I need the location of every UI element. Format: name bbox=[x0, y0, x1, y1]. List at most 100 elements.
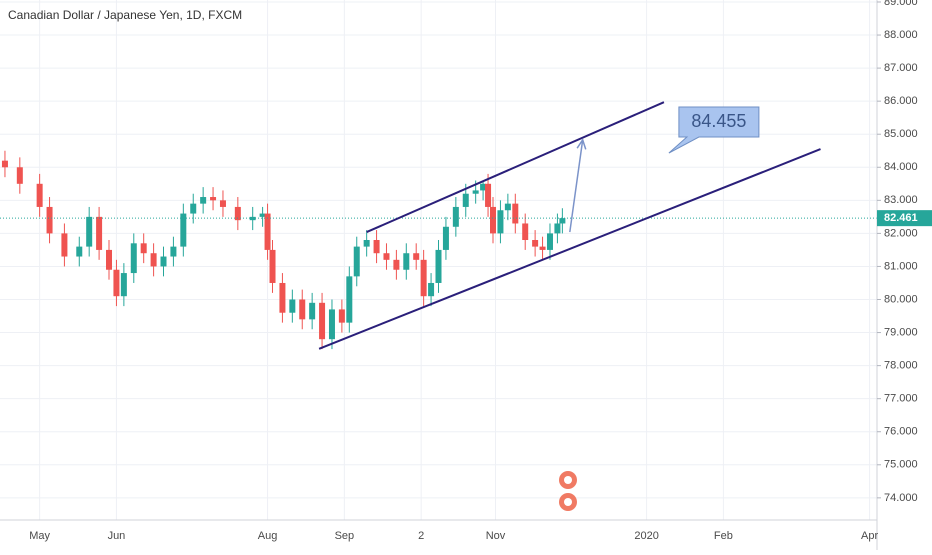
candle-body bbox=[160, 256, 167, 267]
x-tick-label: Jun bbox=[108, 530, 126, 542]
candle-body bbox=[328, 309, 335, 340]
candle-body bbox=[46, 206, 53, 234]
candle-body bbox=[512, 203, 519, 224]
candle-body bbox=[130, 243, 137, 274]
plot: 84.455 bbox=[0, 101, 877, 350]
last-price-label: 82.461 bbox=[884, 212, 918, 224]
candle-body bbox=[420, 259, 427, 297]
candle-body bbox=[462, 193, 469, 207]
candle-body bbox=[452, 206, 459, 227]
y-tick-label: 85.000 bbox=[884, 128, 918, 140]
y-tick-label: 89.000 bbox=[884, 0, 918, 8]
candle-body bbox=[170, 246, 177, 257]
candle-body bbox=[497, 210, 504, 234]
x-tick-label: Nov bbox=[486, 530, 506, 542]
x-tick-label: 2020 bbox=[634, 530, 658, 542]
y-tick-label: 75.000 bbox=[884, 459, 918, 471]
arrow bbox=[569, 139, 584, 233]
chart-title: Canadian Dollar / Japanese Yen, 1D, FXCM bbox=[8, 8, 242, 22]
candle-body bbox=[546, 233, 553, 250]
y-tick-label: 74.000 bbox=[884, 492, 918, 504]
candle-body bbox=[36, 183, 43, 207]
x-tick-label: May bbox=[29, 530, 50, 542]
logo bbox=[559, 471, 577, 511]
candle-body bbox=[86, 216, 93, 247]
candle-body bbox=[522, 223, 529, 240]
candle-body bbox=[289, 299, 296, 313]
candle-body bbox=[353, 246, 360, 277]
candle-body bbox=[234, 206, 241, 221]
trendline bbox=[318, 148, 821, 350]
candle-body bbox=[403, 253, 410, 270]
y-tick-label: 76.000 bbox=[884, 426, 918, 438]
candle-body bbox=[428, 282, 435, 297]
candle-body bbox=[480, 183, 487, 191]
y-tick-label: 86.000 bbox=[884, 95, 918, 107]
candle-body bbox=[16, 167, 23, 184]
candle-body bbox=[490, 206, 497, 234]
candle-body bbox=[269, 249, 276, 283]
candle-body bbox=[539, 246, 546, 250]
x-tick-label: Sep bbox=[335, 530, 355, 542]
candle-body bbox=[106, 249, 113, 270]
candle-body bbox=[338, 309, 345, 323]
y-tick-label: 79.000 bbox=[884, 326, 918, 338]
candle-body bbox=[279, 282, 286, 313]
y-tick-label: 87.000 bbox=[884, 62, 918, 74]
candle-body bbox=[559, 218, 566, 224]
candle-body bbox=[113, 269, 120, 297]
candle-body bbox=[485, 183, 492, 207]
y-tick-label: 80.000 bbox=[884, 293, 918, 305]
candle-body bbox=[373, 240, 380, 254]
candle-body bbox=[383, 253, 390, 260]
candle-body bbox=[346, 276, 353, 323]
y-tick-label: 83.000 bbox=[884, 194, 918, 206]
y-tick-label: 88.000 bbox=[884, 29, 918, 41]
y-tick-label: 84.000 bbox=[884, 161, 918, 173]
y-tick-label: 78.000 bbox=[884, 360, 918, 372]
logo-part bbox=[564, 498, 572, 506]
candle-body bbox=[61, 233, 68, 257]
candle-body bbox=[299, 299, 306, 320]
candle-body bbox=[472, 190, 479, 194]
y-tick-label: 81.000 bbox=[884, 260, 918, 272]
candle-body bbox=[76, 246, 83, 257]
candle-body bbox=[210, 197, 217, 201]
x-tick-label: Apr bbox=[861, 530, 878, 542]
candle-body bbox=[140, 243, 147, 254]
callout-box bbox=[668, 106, 760, 154]
candle-body bbox=[150, 253, 157, 267]
last-price-tag bbox=[877, 210, 932, 227]
candle-body bbox=[532, 240, 539, 247]
x-tick-label: Aug bbox=[258, 530, 278, 542]
arrow-head bbox=[576, 138, 587, 150]
y-tick-label: 82.000 bbox=[884, 227, 918, 239]
candle-body bbox=[180, 213, 187, 247]
candle-body bbox=[219, 200, 226, 207]
candle-body bbox=[393, 259, 400, 270]
candle-body bbox=[504, 203, 511, 211]
candle-body bbox=[259, 213, 266, 217]
candle-body bbox=[200, 197, 207, 204]
candle-body bbox=[190, 203, 197, 214]
candle-body bbox=[309, 302, 316, 320]
candle-body bbox=[554, 223, 561, 234]
x-tick-label: Feb bbox=[714, 530, 733, 542]
callout-label: 84.455 bbox=[691, 111, 746, 131]
candle-body bbox=[363, 240, 370, 247]
axes: 74.000 75.000 76.000 77.000 78.000 79.000 80.0… bbox=[29, 0, 932, 542]
x-tick-label: 2 bbox=[418, 530, 424, 542]
candle-body bbox=[120, 273, 127, 297]
logo-part bbox=[564, 476, 572, 484]
candle-body bbox=[319, 302, 326, 340]
trendline bbox=[366, 101, 665, 233]
candle-body bbox=[435, 249, 442, 283]
candle-body bbox=[442, 226, 449, 250]
candle-body bbox=[1, 160, 8, 168]
y-tick-label: 77.000 bbox=[884, 393, 918, 405]
candle-body bbox=[96, 216, 103, 250]
candle-body bbox=[413, 253, 420, 260]
candle-body bbox=[264, 213, 271, 250]
